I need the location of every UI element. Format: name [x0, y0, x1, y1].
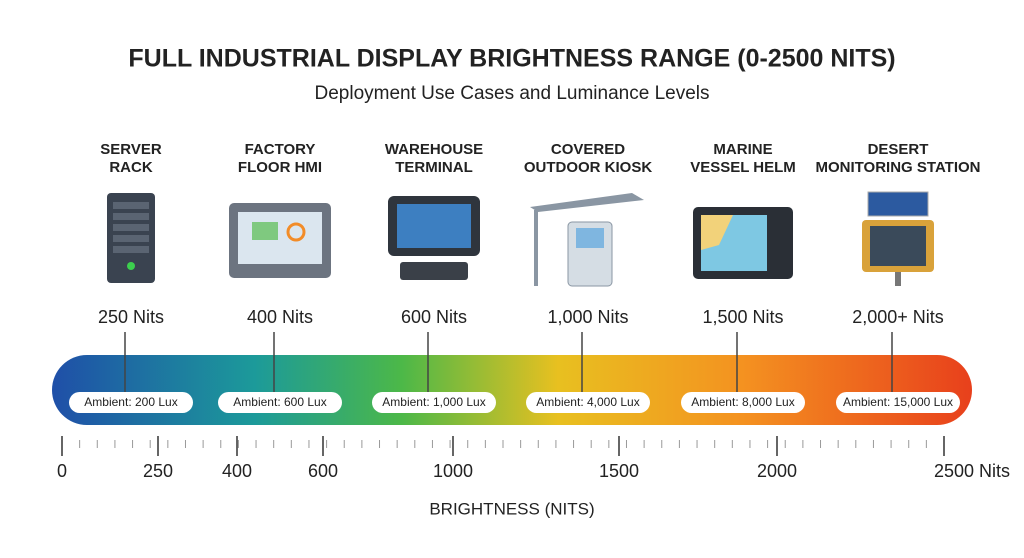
post — [895, 272, 901, 286]
use-case-label: FLOOR HMI — [238, 159, 322, 176]
use-case-label: TERMINAL — [395, 159, 473, 176]
brightness-bar — [52, 355, 972, 425]
title: FULL INDUSTRIAL DISPLAY BRIGHTNESS RANGE… — [128, 45, 895, 73]
tick-label: 400 — [222, 461, 252, 481]
station-screen — [870, 226, 926, 266]
use-case-label: MARINE — [713, 141, 772, 158]
use-case-label: WAREHOUSE — [385, 141, 483, 158]
ambient-label: Ambient: 15,000 Lux — [843, 395, 953, 409]
server-slot — [113, 224, 149, 231]
icon — [530, 193, 644, 287]
tick-label: 250 — [143, 461, 173, 481]
tick-label: 2500 Nits — [934, 461, 1010, 481]
use-case-label: OUTDOOR KIOSK — [524, 159, 653, 176]
server-slot — [113, 246, 149, 253]
icon — [693, 207, 793, 279]
land — [701, 215, 733, 250]
ambient-pill — [69, 392, 193, 413]
kiosk-screen — [576, 228, 604, 248]
use-case-label: SERVER — [100, 141, 162, 158]
tablet-screen — [397, 204, 471, 248]
keyboard — [400, 262, 468, 280]
ambient-label: Ambient: 200 Lux — [84, 395, 177, 409]
power — [127, 262, 135, 270]
pole — [534, 210, 538, 286]
axis-title: BRIGHTNESS (NITS) — [429, 499, 594, 518]
ambient-label: Ambient: 1,000 Lux — [382, 395, 485, 409]
icon — [388, 196, 480, 280]
ambient-label: Ambient: 4,000 Lux — [536, 395, 639, 409]
use-case-label: COVERED — [551, 141, 625, 158]
tick-label: 1000 — [433, 461, 473, 481]
tick-label: 2000 — [757, 461, 797, 481]
ambient-label: Ambient: 600 Lux — [233, 395, 326, 409]
hmi-screen — [238, 212, 322, 264]
ambient-pill — [372, 392, 496, 413]
nits-label: 250 Nits — [98, 307, 164, 327]
subtitle: Deployment Use Cases and Luminance Level… — [315, 83, 710, 104]
canopy — [530, 193, 644, 212]
panel — [867, 191, 929, 217]
server-slot — [113, 202, 149, 209]
ambient-pill — [526, 392, 650, 413]
nits-label: 600 Nits — [401, 307, 467, 327]
ambient-pill — [218, 392, 342, 413]
icon — [229, 203, 331, 278]
use-case-label: FACTORY — [245, 141, 316, 158]
use-case-label: MONITORING STATION — [816, 159, 981, 176]
use-case-label: VESSEL HELM — [690, 159, 796, 176]
icon — [107, 193, 155, 283]
nits-label: 400 Nits — [247, 307, 313, 327]
ambient-pill — [681, 392, 805, 413]
use-case-label: RACK — [109, 159, 152, 176]
tick-label: 0 — [57, 461, 67, 481]
nits-label: 2,000+ Nits — [852, 307, 944, 327]
nits-label: 1,000 Nits — [547, 307, 628, 327]
ambient-label: Ambient: 8,000 Lux — [691, 395, 794, 409]
tick-label: 600 — [308, 461, 338, 481]
gauge — [286, 222, 306, 242]
icon — [862, 191, 934, 286]
ambient-pill — [836, 392, 960, 413]
server-slot — [113, 235, 149, 242]
server-slot — [113, 213, 149, 220]
nits-label: 1,500 Nits — [702, 307, 783, 327]
use-case-label: DESERT — [868, 141, 929, 158]
tick-label: 1500 — [599, 461, 639, 481]
chart — [252, 222, 278, 240]
